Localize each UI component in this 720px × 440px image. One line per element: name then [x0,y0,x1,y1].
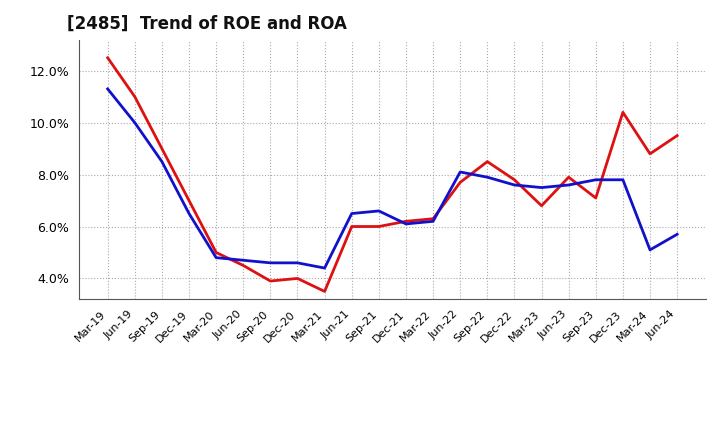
ROE [348,224,356,229]
Line: ROE: ROE [108,58,677,291]
ROE [483,159,492,164]
ROA [320,265,329,271]
Line: ROA: ROA [108,89,677,268]
ROA [510,182,518,187]
ROE [646,151,654,157]
ROA [591,177,600,183]
ROA [239,258,248,263]
ROA [646,247,654,253]
ROA [564,182,573,187]
ROE [266,279,275,284]
ROA [374,208,383,213]
ROA [212,255,220,260]
ROA [348,211,356,216]
ROE [537,203,546,209]
ROE [510,177,518,183]
ROE [212,250,220,255]
ROA [428,219,437,224]
ROA [293,260,302,265]
ROE [374,224,383,229]
ROE [185,198,194,203]
ROE [293,276,302,281]
ROE [456,180,464,185]
ROA [158,159,166,164]
ROA [402,221,410,227]
ROA [483,175,492,180]
ROE [428,216,437,221]
ROA [456,169,464,175]
ROA [266,260,275,265]
ROE [320,289,329,294]
ROA [130,120,139,125]
ROA [104,86,112,92]
ROE [591,195,600,201]
ROE [402,219,410,224]
ROA [185,211,194,216]
ROA [672,231,681,237]
ROE [564,175,573,180]
ROA [618,177,627,183]
ROE [158,146,166,151]
ROE [130,94,139,99]
ROE [672,133,681,138]
Text: [2485]  Trend of ROE and ROA: [2485] Trend of ROE and ROA [67,15,346,33]
ROE [239,263,248,268]
ROE [618,110,627,115]
ROA [537,185,546,190]
ROE [104,55,112,60]
